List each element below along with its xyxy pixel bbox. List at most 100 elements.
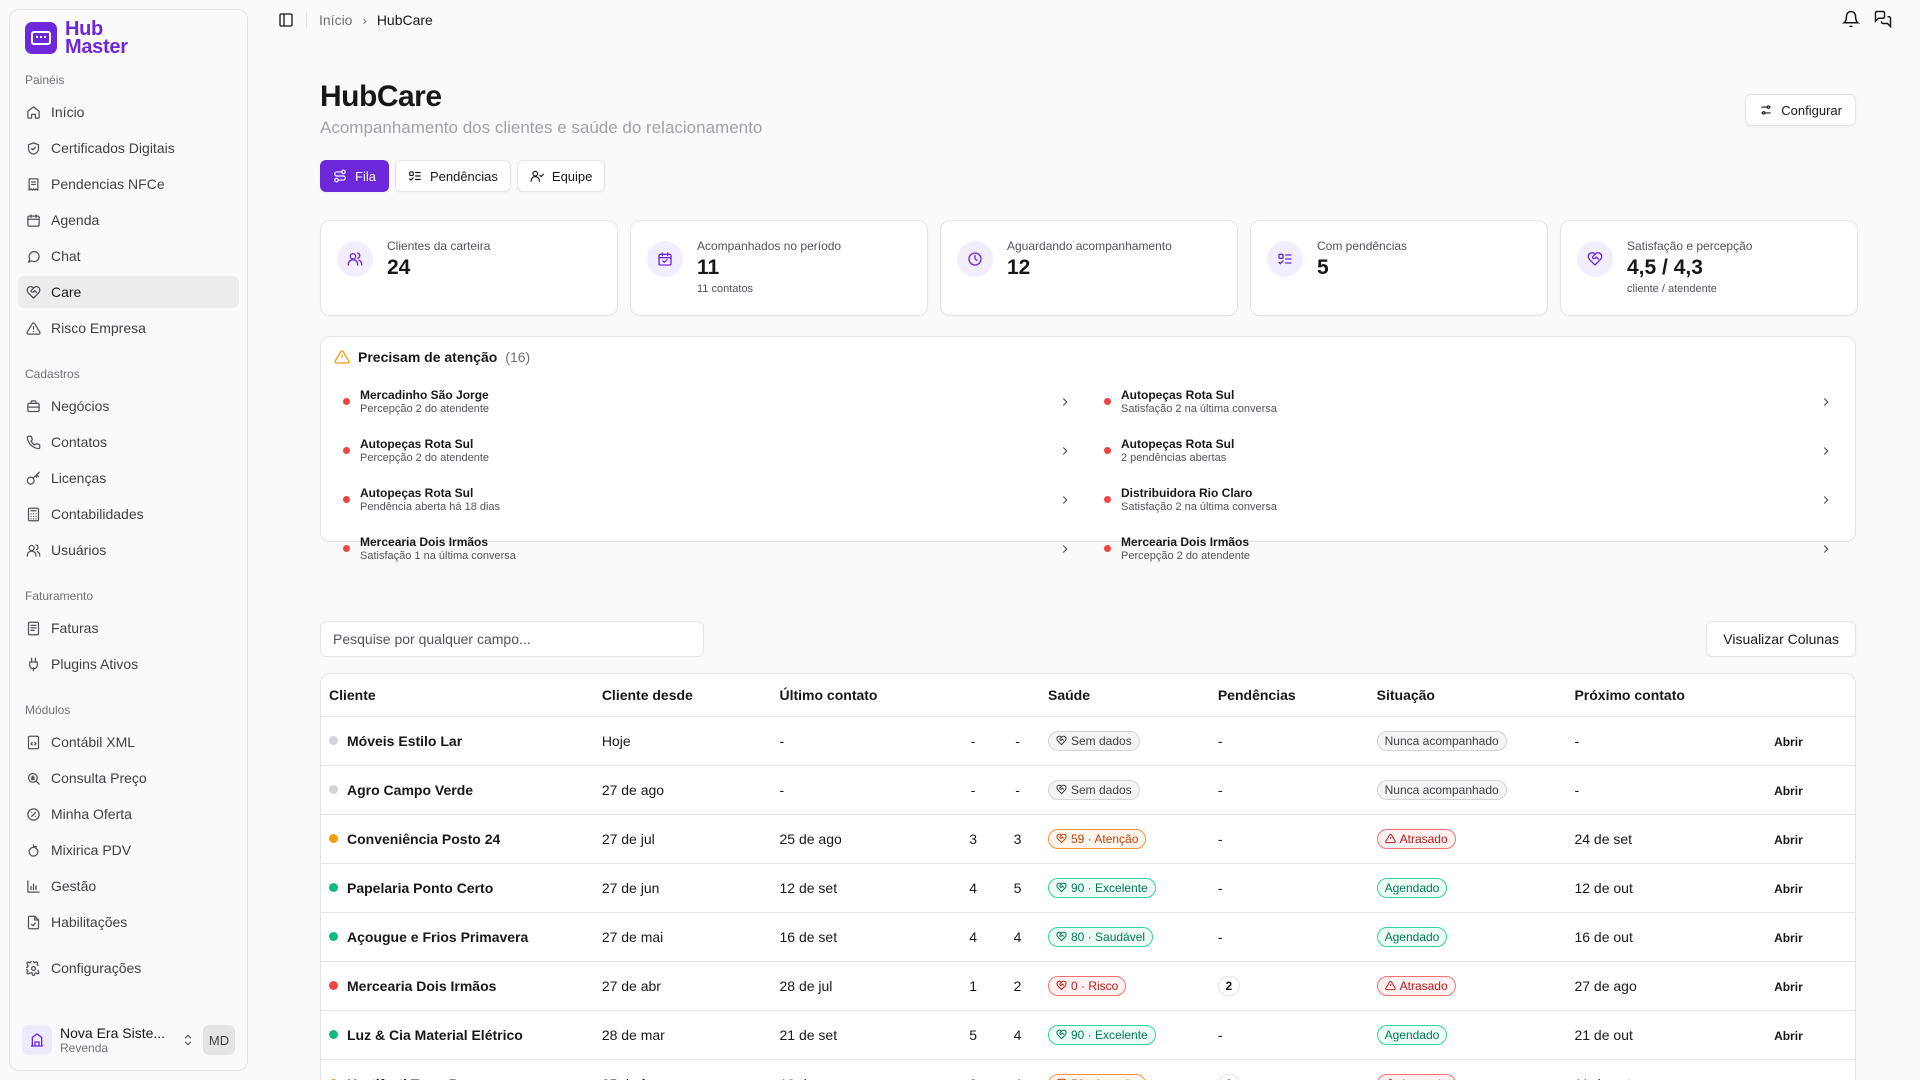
attention-item[interactable]: Mercadinho São Jorge Percepção 2 do atend… (343, 381, 1072, 422)
pendencies-empty: - (1217, 879, 1223, 896)
attention-item[interactable]: Mercearia Dois Irmãos Percepção 2 do aten… (1104, 528, 1833, 569)
table-row[interactable]: Mercearia Dois Irmãos 27 de abr 28 de jul 1… (321, 961, 1855, 1011)
sidebar-item-habilitacoes[interactable]: Habilitações (18, 906, 239, 938)
open-button[interactable]: Abrir (1774, 1028, 1803, 1043)
open-button[interactable]: Abrir (1774, 734, 1803, 749)
cell-client: Mercearia Dois Irmãos (321, 961, 594, 1011)
view-columns-button[interactable]: Visualizar Colunas (1706, 621, 1856, 657)
breadcrumb-home[interactable]: Início (319, 12, 353, 28)
situation-label: Agendado (1384, 880, 1440, 895)
cell-score-1: 3 (951, 814, 996, 864)
pendencies-empty: - (1217, 732, 1223, 749)
sidebar-item-contatos[interactable]: Contatos (18, 426, 239, 458)
attention-reason: Satisfação 2 na última conversa (1121, 403, 1277, 415)
sidebar-item-inicio[interactable]: Início (18, 96, 239, 128)
health-badge: Sem dados (1048, 779, 1140, 800)
sidebar-item-negocios[interactable]: Negócios (18, 390, 239, 422)
cell-since: 27 de jul (593, 814, 772, 864)
column-header[interactable]: Cliente (321, 674, 594, 717)
sidebar-item-mixirica-pdv[interactable]: Mixirica PDV (18, 834, 239, 866)
open-button[interactable]: Abrir (1774, 979, 1803, 994)
table-row[interactable]: Papelaria Ponto Certo 27 de jun 12 de set 4… (321, 863, 1855, 913)
avatar[interactable]: MD (203, 1025, 235, 1055)
logo-icon (25, 22, 57, 54)
sidebar-item-consulta-preco[interactable]: Consulta Preço (18, 762, 239, 794)
open-button[interactable]: Abrir (1774, 930, 1803, 945)
table-row[interactable]: Conveniência Posto 24 27 de jul 25 de ago 3… (321, 814, 1855, 864)
table-row[interactable]: Luz & Cia Material Elétrico 28 de mar 21 d… (321, 1010, 1855, 1060)
sidebar-item-plugins-ativos[interactable]: Plugins Ativos (18, 648, 239, 680)
health-dot (329, 981, 338, 990)
cell-next-contact: 27 de ago (1566, 961, 1767, 1011)
sidebar-item-usuarios[interactable]: Usuários (18, 534, 239, 566)
user-name: Nova Era Siste... (60, 1025, 166, 1041)
tab-equipe[interactable]: Equipe (516, 160, 606, 192)
column-header[interactable]: Saúde (1040, 674, 1210, 717)
sidebar-item-licencas[interactable]: Licenças (18, 462, 239, 494)
file-code-icon (27, 735, 40, 749)
table-row[interactable]: Móveis Estilo Lar Hoje - - - Sem dados - Nunca … (321, 716, 1855, 766)
document-check-icon (27, 915, 40, 929)
sidebar-toggle-button[interactable] (272, 6, 300, 34)
chevron-right-icon (1823, 397, 1829, 406)
status-dot (1104, 545, 1111, 552)
configure-button[interactable]: Configurar (1745, 94, 1856, 126)
users-icon (347, 252, 363, 266)
sidebar-item-faturas[interactable]: Faturas (18, 612, 239, 644)
cell-pendencies: - (1209, 716, 1369, 766)
sidebar-item-contabilidades[interactable]: Contabilidades (18, 498, 239, 530)
table-row[interactable]: Agro Campo Verde 27 de ago - - - Sem dados - Nu… (321, 765, 1855, 815)
sidebar-item-chat[interactable]: Chat (18, 240, 239, 272)
sidebar-item-minha-oferta[interactable]: Minha Oferta (18, 798, 239, 830)
attention-item[interactable]: Autopeças Rota Sul Percepção 2 do atenden… (343, 430, 1072, 471)
column-header[interactable]: Situação (1368, 674, 1567, 717)
cell-client: Móveis Estilo Lar (321, 716, 594, 766)
cell-score-2: 5 (995, 863, 1040, 913)
attention-item[interactable]: Autopeças Rota Sul 2 pendências abertas (1104, 430, 1833, 471)
sidebar-item-contabil-xml[interactable]: Contábil XML (18, 726, 239, 758)
user-switcher[interactable]: Nova Era Siste... Revenda MD (18, 1016, 239, 1064)
bell-icon[interactable] (1842, 10, 1860, 28)
open-button[interactable]: Abrir (1774, 783, 1803, 798)
tab-fila[interactable]: Fila (320, 160, 389, 192)
sidebar-item-care[interactable]: Care (18, 276, 239, 308)
attention-item[interactable]: Autopeças Rota Sul Satisfação 2 na última… (1104, 381, 1833, 422)
chevron-right-icon (1062, 544, 1068, 553)
column-header[interactable]: Último contato (771, 674, 952, 717)
sidebar-item-pendencias-nfce[interactable]: Pendencias NFCe (18, 168, 239, 200)
tab-pendencias[interactable]: Pendências (394, 160, 511, 192)
open-button[interactable]: Abrir (1774, 881, 1803, 896)
sidebar-item-label: Contábil XML (51, 734, 136, 750)
cell-pendencies: - (1209, 1010, 1369, 1060)
table-row[interactable]: Açougue e Frios Primavera 27 de mai 16 de … (321, 912, 1855, 962)
sidebar-item-label: Risco Empresa (51, 320, 146, 336)
sidebar-item-configuracoes[interactable]: Configurações (18, 952, 239, 984)
warning-icon (1384, 980, 1396, 991)
pendencies-empty: - (1217, 830, 1223, 847)
open-button[interactable]: Abrir (1774, 1078, 1803, 1080)
messages-icon[interactable] (1874, 10, 1892, 28)
sidebar-item-certificados-digitais[interactable]: Certificados Digitais (18, 132, 239, 164)
sidebar-item-label: Care (51, 284, 82, 300)
cell-score-2: 4 (995, 1010, 1040, 1060)
table-row[interactable]: Hortifruti Terra Boa 25 de fev10 de ago34… (321, 1059, 1855, 1080)
attention-item[interactable]: Autopeças Rota Sul Pendência aberta há 18… (343, 479, 1072, 520)
sidebar-item-agenda[interactable]: Agenda (18, 204, 239, 236)
attention-item[interactable]: Mercearia Dois Irmãos Satisfação 1 na últ… (343, 528, 1072, 569)
column-header[interactable]: Cliente desde (593, 674, 772, 717)
chevron-right-icon (1062, 495, 1068, 504)
column-header[interactable]: Pendências (1209, 674, 1369, 717)
search-input[interactable] (320, 621, 704, 657)
attention-reason: Percepção 2 do atendente (360, 452, 490, 464)
open-button[interactable]: Abrir (1774, 832, 1803, 847)
stats-row: Clientes da carteira 24 Acompanhados no pe… (320, 220, 1858, 316)
sidebar-item-gestao[interactable]: Gestão (18, 870, 239, 902)
attention-item[interactable]: Distribuidora Rio Claro Satisfação 2 na ú… (1104, 479, 1833, 520)
sidebar-item-risco-empresa[interactable]: Risco Empresa (18, 312, 239, 344)
cell-situation: Nunca acompanhado (1368, 716, 1567, 766)
situation-badge: Atrasado (1376, 1073, 1456, 1080)
brand-logo[interactable]: Hub Master (10, 10, 247, 57)
cell-health: 56 · Atenção (1040, 1059, 1210, 1080)
column-header[interactable]: Próximo contato (1566, 674, 1767, 717)
cell-next-contact: 16 de out (1566, 912, 1767, 962)
